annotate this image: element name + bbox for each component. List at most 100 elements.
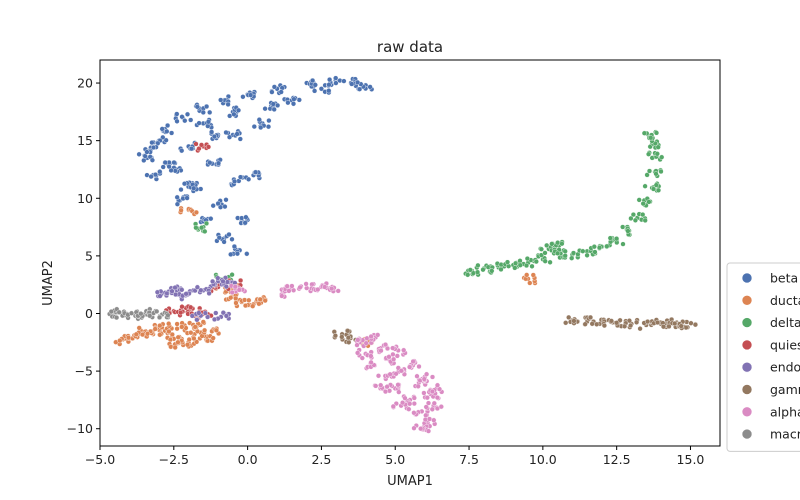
data-point-ductal <box>228 295 234 301</box>
data-point-delta <box>642 183 648 189</box>
data-point-gamma <box>566 314 572 321</box>
data-point-beta <box>141 157 147 164</box>
data-point-delta <box>584 252 590 258</box>
data-point-delta <box>645 151 652 157</box>
data-point-ductal <box>157 332 163 338</box>
data-point-beta <box>174 111 180 117</box>
legend-label-beta: beta <box>770 271 798 286</box>
data-point-alpha <box>411 395 417 401</box>
data-point-delta <box>640 201 646 207</box>
data-point-gamma <box>582 321 588 327</box>
data-point-beta <box>160 164 166 170</box>
y-tick-label: −10 <box>67 421 93 436</box>
data-point-beta <box>265 124 272 130</box>
data-point-beta <box>209 129 215 135</box>
data-point-alpha <box>402 395 408 401</box>
series-alpha <box>228 280 445 434</box>
data-point-delta <box>475 262 481 269</box>
data-point-ductal <box>188 330 194 336</box>
data-point-beta <box>223 197 229 203</box>
data-point-beta <box>207 109 213 116</box>
data-point-delta <box>596 245 603 251</box>
data-point-beta <box>216 235 222 241</box>
data-point-beta <box>231 243 238 250</box>
data-point-endothelial <box>205 314 211 320</box>
data-point-endothelial <box>215 275 221 281</box>
data-point-beta <box>211 134 218 140</box>
data-point-ductal <box>233 300 239 306</box>
data-point-beta <box>256 117 262 123</box>
data-point-delta <box>653 182 659 188</box>
data-point-delta <box>653 130 660 136</box>
data-point-gamma <box>332 333 339 339</box>
data-point-beta <box>237 174 244 180</box>
x-tick-label: 2.5 <box>311 452 331 467</box>
data-point-delta <box>517 262 523 268</box>
data-point-beta <box>326 88 332 94</box>
data-point-alpha <box>395 382 401 388</box>
data-point-endothelial <box>194 317 200 323</box>
data-point-alpha <box>368 353 374 359</box>
data-point-alpha <box>386 354 392 360</box>
y-axis-label: UMAP2 <box>41 260 56 306</box>
data-point-gamma <box>621 323 628 329</box>
data-point-macrophage <box>116 309 122 315</box>
data-point-endothelial <box>173 291 179 298</box>
data-point-endothelial <box>202 310 209 316</box>
data-point-alpha <box>411 425 417 431</box>
data-point-alpha <box>410 358 416 365</box>
data-point-delta <box>549 241 555 247</box>
data-point-beta <box>243 214 249 220</box>
data-point-beta <box>327 76 333 83</box>
data-point-macrophage <box>154 308 160 315</box>
data-point-gamma <box>644 319 651 325</box>
data-point-beta <box>244 251 250 257</box>
series-beta <box>136 75 375 258</box>
data-point-delta <box>620 241 626 247</box>
data-point-alpha <box>431 400 437 406</box>
data-point-gamma <box>637 326 643 332</box>
data-point-gamma <box>345 328 351 334</box>
data-point-beta <box>217 204 224 210</box>
data-point-alpha <box>393 371 399 377</box>
data-point-quiescent <box>196 146 202 152</box>
data-point-alpha <box>378 348 384 354</box>
x-tick-label: 10.0 <box>529 452 557 467</box>
data-point-macrophage <box>147 313 153 319</box>
data-point-gamma <box>692 322 699 328</box>
data-point-alpha <box>286 288 292 294</box>
data-point-ductal <box>157 323 163 329</box>
data-point-beta <box>174 118 180 124</box>
data-point-endothelial <box>220 310 226 316</box>
data-point-endothelial <box>223 284 229 290</box>
data-point-alpha <box>424 395 430 401</box>
data-point-alpha <box>382 342 389 348</box>
data-point-beta <box>248 92 254 98</box>
data-point-alpha <box>354 342 360 348</box>
data-point-beta <box>326 82 332 88</box>
data-point-beta <box>159 126 165 132</box>
data-point-beta <box>218 97 224 103</box>
data-point-endothelial <box>196 310 202 316</box>
data-point-delta <box>465 272 471 278</box>
data-point-ductal <box>530 272 536 278</box>
data-point-ductal <box>524 272 530 278</box>
data-point-beta <box>232 178 238 185</box>
legend-marker-quiescent <box>741 339 753 351</box>
data-point-beta <box>251 123 257 130</box>
data-point-alpha <box>424 371 430 377</box>
data-point-beta <box>169 130 175 136</box>
data-point-beta <box>333 75 339 81</box>
data-point-alpha <box>335 288 341 294</box>
data-point-beta <box>215 200 221 207</box>
data-point-quiescent <box>193 141 199 147</box>
data-point-ductal <box>246 297 252 303</box>
x-tick-label: 7.5 <box>459 452 479 467</box>
data-point-delta <box>640 212 646 218</box>
data-point-delta <box>646 168 653 174</box>
data-point-beta <box>253 169 259 175</box>
data-point-gamma <box>617 317 623 323</box>
data-point-alpha <box>229 289 235 296</box>
data-point-alpha <box>355 350 361 356</box>
data-point-beta <box>204 103 210 110</box>
